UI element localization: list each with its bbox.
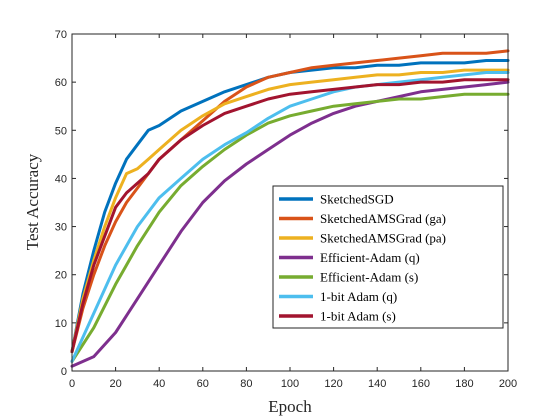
legend-label-3: Efficient-Adam (q) (320, 250, 420, 265)
series-line-1 (70, 49, 510, 354)
x-tick-label: 200 (499, 378, 517, 390)
x-tick-label: 40 (153, 378, 165, 390)
x-tick-label: 80 (240, 378, 252, 390)
x-tick-label: 20 (109, 378, 121, 390)
series-line-2 (70, 68, 510, 354)
series-line-0 (70, 59, 510, 354)
legend-label-2: SketchedAMSGrad (pa) (320, 231, 446, 246)
legend-label-6: 1-bit Adam (s) (320, 309, 396, 324)
x-tick-label: 60 (197, 378, 209, 390)
x-tick-label: 0 (69, 378, 75, 390)
series-lines (70, 49, 510, 368)
x-axis-ticks: 0 20 40 60 80 100 120 140 160 180 200 (69, 34, 517, 390)
series-line-6 (70, 78, 510, 354)
y-tick-label: 0 (61, 366, 67, 378)
series-line-4 (70, 92, 510, 363)
series-line-3 (70, 80, 510, 368)
y-tick-label: 10 (55, 318, 67, 330)
y-axis-ticks: 0 10 20 30 40 50 60 70 (55, 29, 508, 378)
y-tick-label: 20 (55, 270, 67, 282)
x-tick-label: 180 (455, 378, 473, 390)
x-tick-label: 160 (412, 378, 430, 390)
x-tick-label: 140 (368, 378, 386, 390)
legend-label-4: Efficient-Adam (s) (320, 270, 418, 285)
legend-label-0: SketchedSGD (320, 192, 394, 207)
legend: SketchedSGD SketchedAMSGrad (ga) SketchedA… (272, 185, 504, 329)
plot-frame (71, 33, 509, 372)
x-tick-label: 100 (281, 378, 299, 390)
y-axis-title: Test Accuracy (23, 153, 42, 250)
y-tick-label: 60 (55, 77, 67, 89)
y-tick-label: 70 (55, 29, 67, 41)
x-axis-title: Epoch (268, 397, 312, 416)
x-tick-label: 120 (324, 378, 342, 390)
legend-label-1: SketchedAMSGrad (ga) (320, 211, 446, 226)
legend-label-5: 1-bit Adam (q) (320, 289, 397, 304)
y-tick-label: 40 (55, 173, 67, 185)
y-tick-label: 30 (55, 222, 67, 234)
y-tick-label: 50 (55, 125, 67, 137)
series-line-5 (70, 71, 510, 363)
